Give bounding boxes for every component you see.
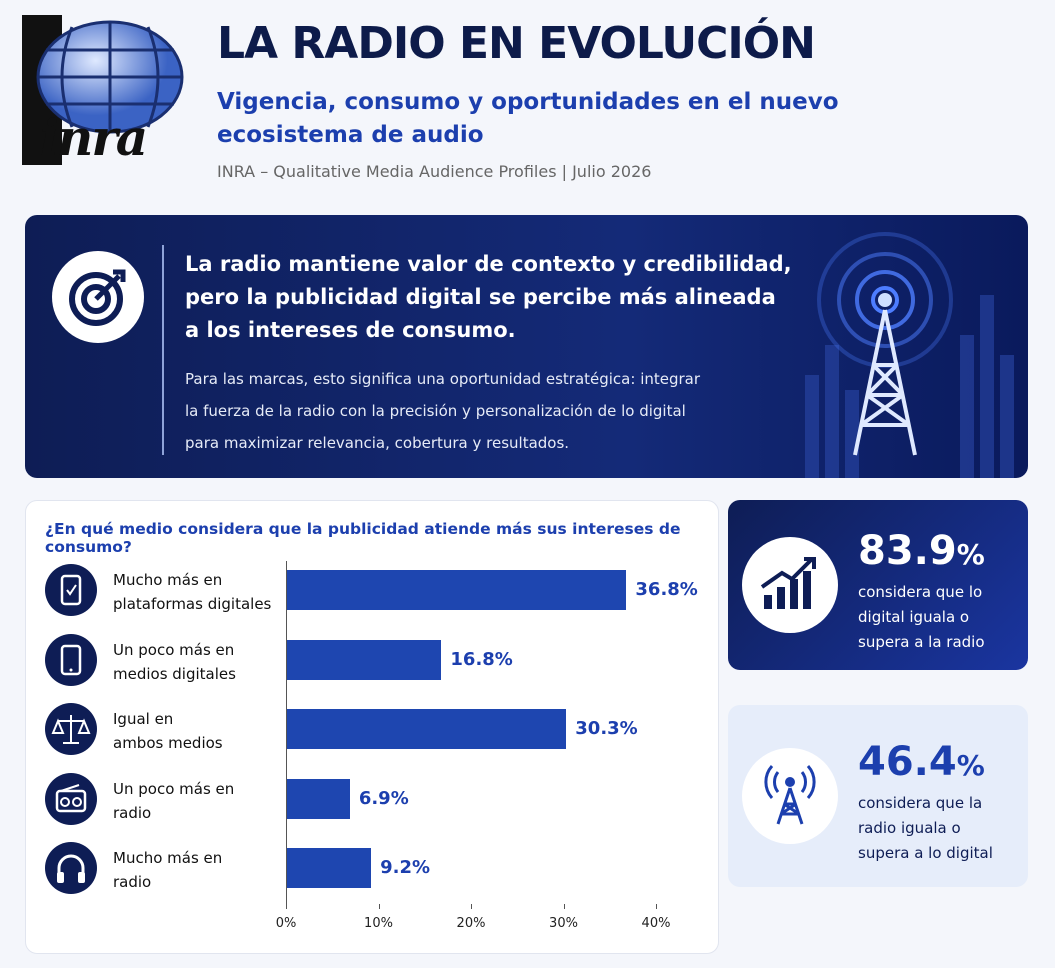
stat-unit: % [956,749,985,782]
source: INRA – Qualitative Media Audience Profil… [217,162,652,181]
icon [45,842,97,894]
x-tick-label: 30% [549,916,578,931]
subtitle: Vigencia, consumo y oportunidades en el … [217,89,839,148]
x-tick [286,904,287,909]
bar [286,709,567,749]
stat-icon [742,537,838,633]
x-tick-label: 10% [364,916,393,931]
category-label: Un poco más en radio [113,779,235,822]
row-icon [45,772,97,825]
x-tick [378,904,380,909]
banner-headline: La radio mantiene valor de contexto y cr… [185,252,792,342]
bar [286,570,627,610]
row-icon [45,703,97,755]
category-label: Mucho más en radio [113,849,223,891]
axis-line [286,561,287,906]
logo-text: inra [40,108,148,167]
value-label: 6.9% [358,787,409,809]
icon [742,748,838,844]
stat-card: 46.4% considera que la radio iguala o sup… [728,705,1028,887]
row-icon [45,564,97,616]
stat-number-row: 83.9% [858,528,985,574]
logo-globe [22,15,184,165]
icon [45,703,97,755]
icon [45,633,97,686]
stat-number-row: 46.4% [858,739,985,785]
icon [45,772,97,825]
stat-text: considera que la radio iguala o supera a… [858,794,993,862]
value-label: 30.3% [575,718,638,739]
x-tick-label: 40% [641,916,671,931]
title: LA RADIO EN EVOLUCIÓN [217,18,816,69]
icon [45,564,97,616]
x-tick [563,904,565,909]
stat-unit: % [956,538,985,571]
value-label: 36.8% [635,579,698,600]
chart-panel: ¿En qué medio considera que la publicida… [25,500,719,954]
icon [742,537,838,633]
x-tick-label: 20% [456,916,486,931]
category-label: Un poco más en medios digitales [113,640,236,683]
x-tick [656,904,657,909]
stat-icon [742,748,838,844]
bar [286,848,372,888]
bar [286,639,442,680]
stat-text: considera que lo digital iguala o supera… [858,583,985,651]
banner: La radio mantiene valor de contexto y cr… [25,215,1028,478]
row-icon [45,633,97,686]
value-label: 16.8% [450,648,513,670]
value-label: 9.2% [380,857,431,878]
banner-body: Para las marcas, esto significa una opor… [185,370,701,452]
category-label: Igual en ambos medios [113,710,223,752]
chart-title: ¿En qué medio considera que la publicida… [45,520,681,556]
stat-value: 46.4 [858,739,957,785]
stat-card: 83.9% considera que lo digital iguala o s… [728,500,1028,670]
category-label: Mucho más en plataformas digitales [113,571,272,613]
target-icon [52,251,144,343]
bar [286,778,350,819]
x-tick-label: 0% [275,916,297,931]
divider [162,245,164,455]
stat-value: 83.9 [858,528,957,574]
tower-illustration [805,232,1014,478]
x-tick [471,904,472,909]
row-icon [45,842,97,894]
